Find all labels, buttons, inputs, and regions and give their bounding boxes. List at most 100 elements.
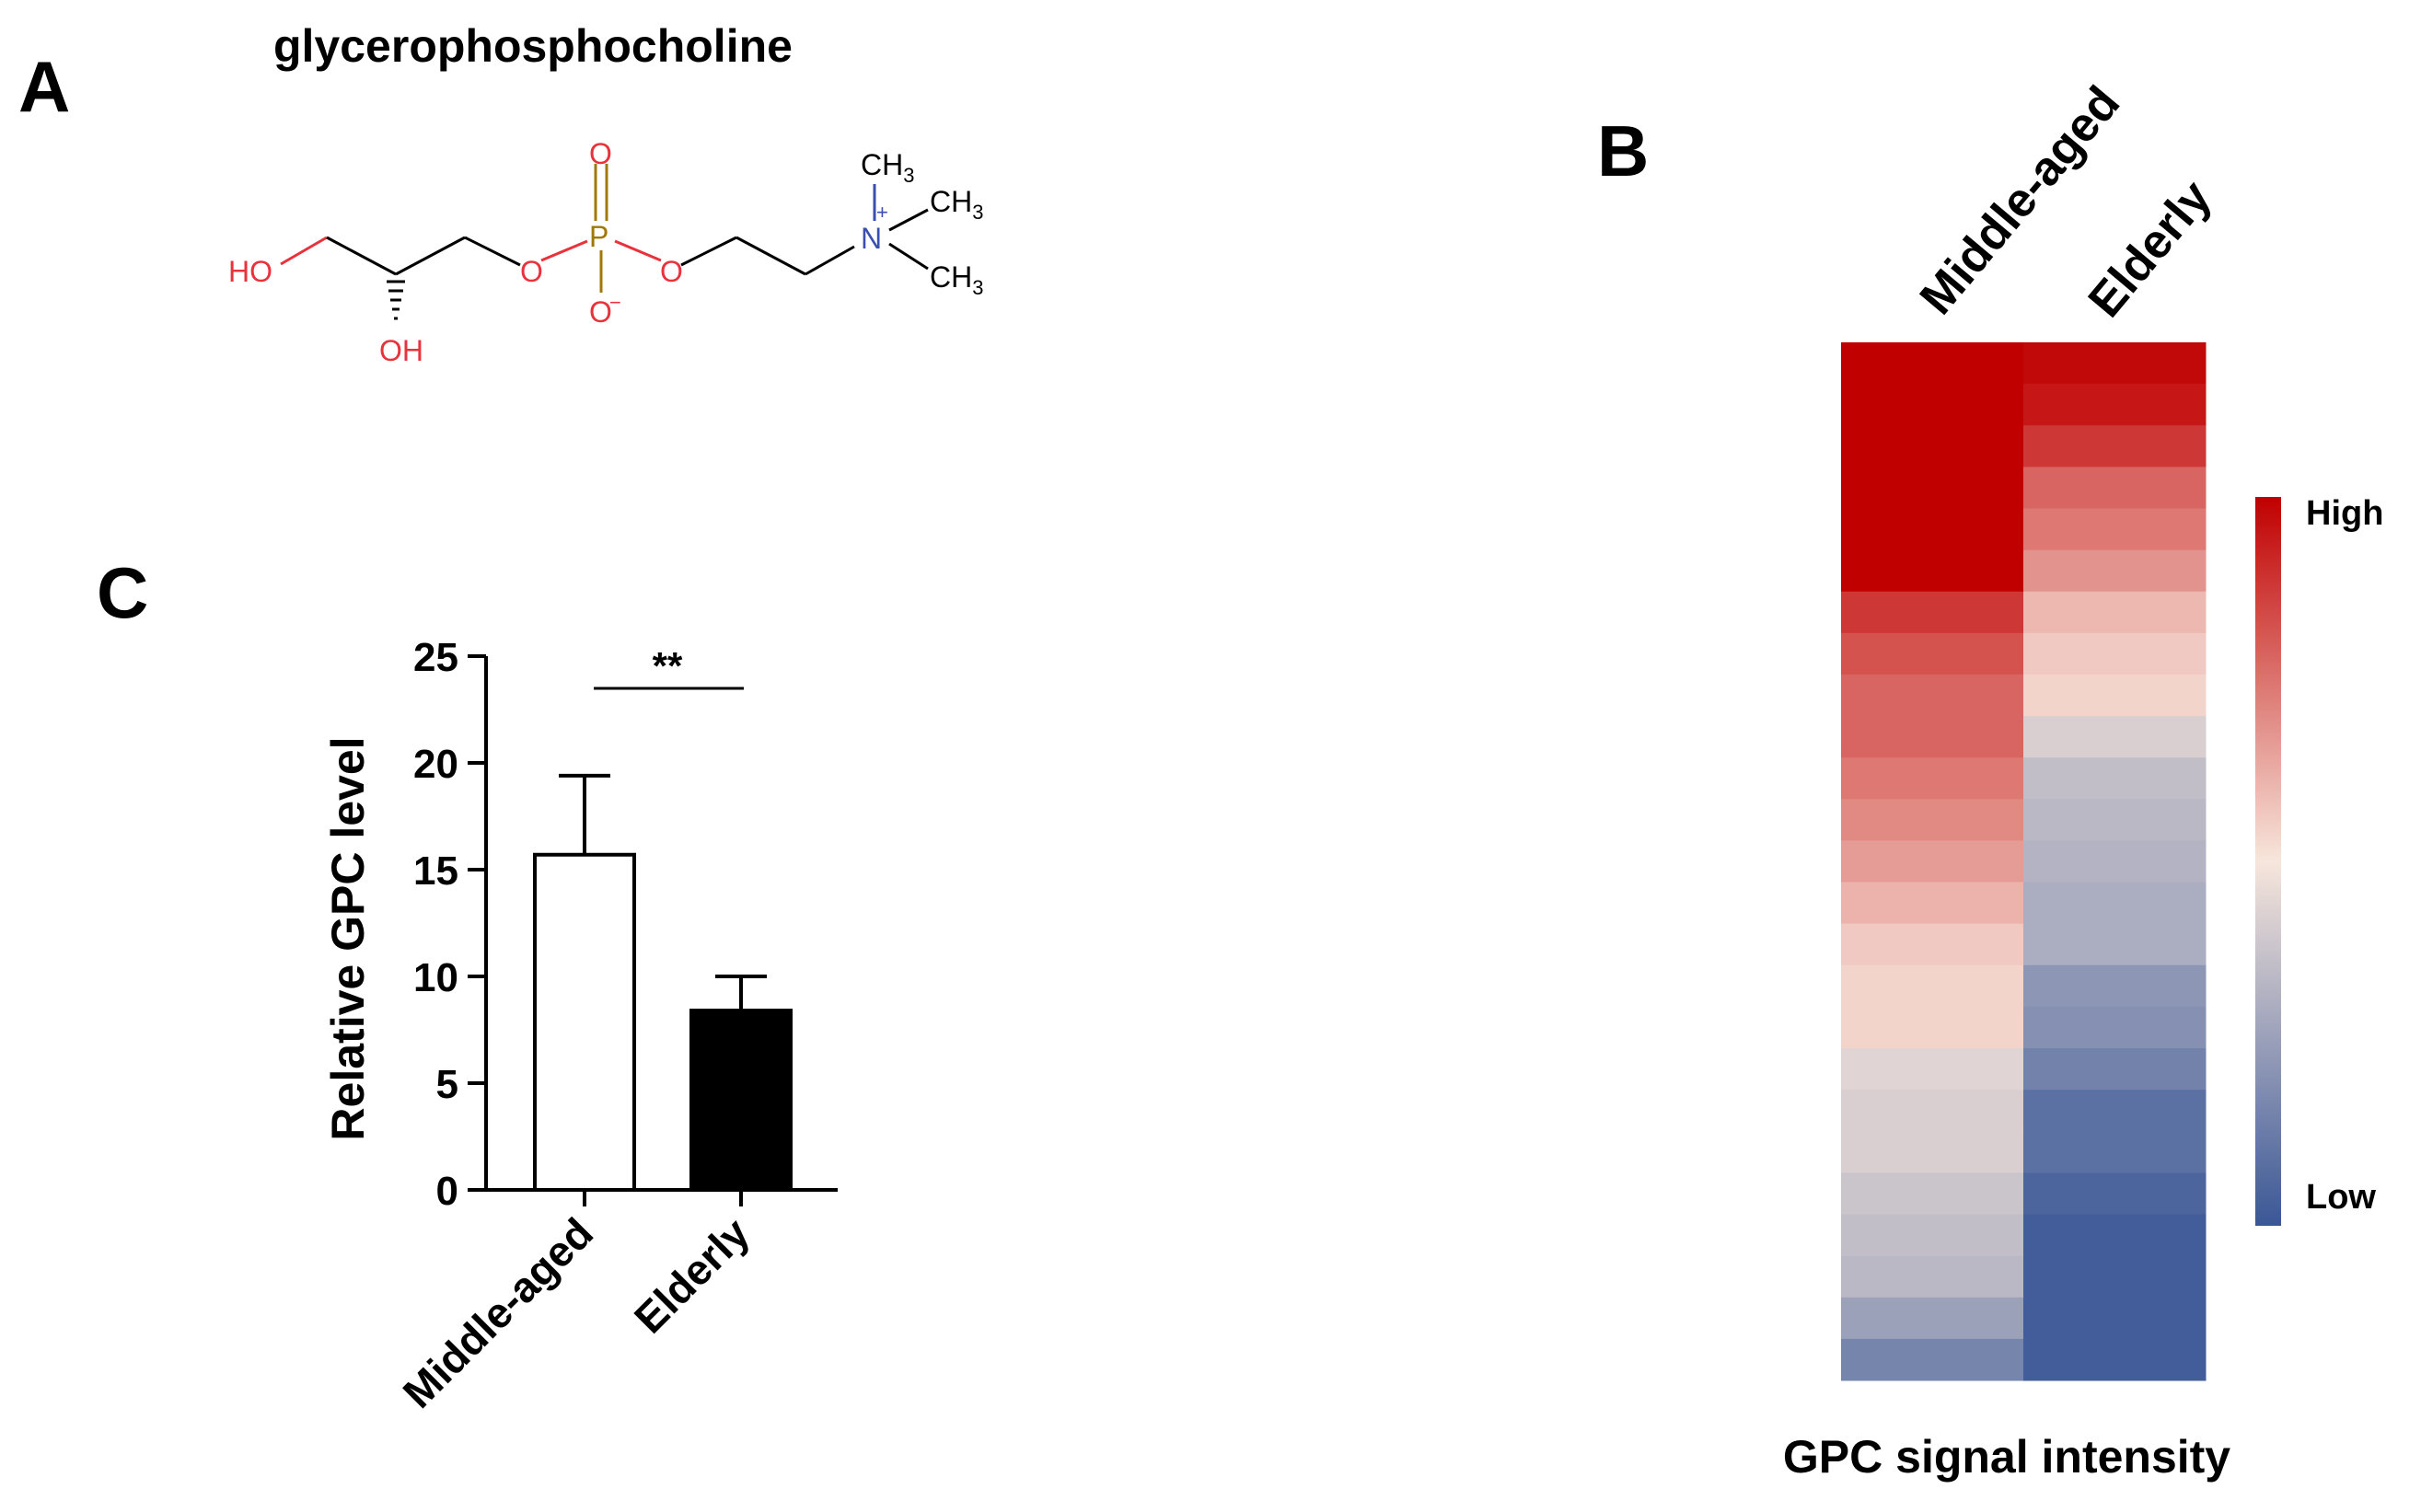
atom-plus: + [876, 201, 888, 224]
atom-ch3-top: CH3 [861, 148, 914, 187]
heatmap-cell [1841, 549, 2024, 593]
heatmap-cell [1841, 964, 2024, 1008]
bond-c5-n [805, 245, 855, 276]
bond-c1-c2 [326, 236, 397, 276]
atom-o-double: O [589, 137, 612, 170]
heatmap-cell [2023, 591, 2207, 634]
heatmap-chart: Middle-aged Elderly High Low GPC signal … [1783, 76, 2384, 1483]
bond-o-p-a [540, 239, 588, 262]
bond-n-ch3-bot [888, 242, 929, 271]
atom-o-ester1: O [520, 255, 543, 288]
molecule-name: glycerophosphocholine [273, 20, 793, 72]
heatmap-cell [1841, 467, 2024, 509]
atom-oh: OH [379, 334, 423, 367]
bar-chart-marks [533, 687, 793, 1192]
heatmap-cell [2023, 1090, 2207, 1132]
heatmap-cell [1841, 1006, 2024, 1049]
bar-middle-aged [533, 852, 636, 1192]
heatmap-cell [1841, 1048, 2024, 1091]
heatmap-cell [1841, 716, 2024, 758]
heatmap-cell [2023, 1214, 2207, 1257]
heatmap-cell [2023, 1006, 2207, 1049]
heatmap-cell [1841, 508, 2024, 551]
heatmap-cell [2023, 716, 2207, 758]
heatmap-cell [1841, 1297, 2024, 1340]
heatmap-cell [1841, 425, 2024, 467]
significance-label: ** [653, 644, 683, 687]
heatmap-cell [1841, 1255, 2024, 1298]
heatmap-cell [2023, 384, 2207, 426]
heatmap-cell [1841, 342, 2024, 385]
heatmap-cell [1841, 591, 2024, 634]
bond-ho-c1 [280, 236, 328, 266]
heatmap-cell [1841, 840, 2024, 883]
heatmap-cell [2023, 1172, 2207, 1216]
heatmap-cell [1841, 1338, 2024, 1381]
bar-y-axis-label: Relative GPC level [322, 736, 374, 1140]
heatmap-colorbar [2255, 497, 2281, 1226]
atom-minus: − [609, 291, 621, 314]
bond-o2-c4 [680, 236, 737, 267]
heatmap-cell [2023, 799, 2207, 841]
panel-label-b: B [1597, 110, 1650, 191]
heatmap-cell [2023, 425, 2207, 467]
bond-c2-c3 [395, 236, 466, 276]
heatmap-cell [2023, 1131, 2207, 1173]
heatmap-cell [2023, 1255, 2207, 1298]
atom-p: P [589, 220, 608, 253]
bond-p-o2 [614, 239, 662, 262]
heatmap-cell [1841, 1131, 2024, 1173]
x-tick-label-middle-aged: Middle-aged [394, 1208, 603, 1417]
heatmap-cell [1841, 1090, 2024, 1132]
heatmap-cell [2023, 757, 2207, 800]
heatmap-cell [2023, 674, 2207, 717]
y-tick-label: 20 [413, 742, 458, 787]
heatmap-cell [1841, 1214, 2024, 1257]
heatmap-cell [2023, 342, 2207, 385]
atom-ch3-mid: CH3 [930, 185, 983, 224]
heatmap-cell [1841, 632, 2024, 675]
bond-c3-o [464, 236, 521, 267]
heatmap-cells [1841, 342, 2207, 1381]
y-tick-label: 10 [413, 955, 458, 1000]
heatmap-cell [2023, 923, 2207, 966]
x-tick-label-elderly: Elderly [625, 1208, 759, 1343]
heatmap-cell [1841, 799, 2024, 841]
heatmap-cell [2023, 467, 2207, 509]
bond-c4-c5 [736, 236, 806, 276]
heatmap-cell [1841, 757, 2024, 800]
heatmap-cell [1841, 923, 2024, 966]
heatmap-cell [1841, 1172, 2024, 1216]
heatmap-cell [2023, 1048, 2207, 1091]
heatmap-cell [1841, 882, 2024, 925]
heatmap-cell [2023, 964, 2207, 1008]
heatmap-cell [2023, 1338, 2207, 1381]
panel-label-a: A [18, 46, 71, 127]
y-tick-label: 15 [413, 848, 458, 894]
atom-n: N [861, 222, 882, 255]
heatmap-cell [2023, 840, 2207, 883]
atom-o-minus: O [589, 295, 612, 329]
heatmap-cell [2023, 632, 2207, 675]
heatmap-cell [1841, 384, 2024, 426]
y-tick-label: 25 [413, 635, 458, 680]
bar-elderly [689, 1009, 793, 1192]
heatmap-cell [2023, 1297, 2207, 1340]
bar-chart: 0 5 10 15 20 25 Middle-aged Elderly Relative GP… [322, 635, 838, 1417]
heatmap-cell [1841, 674, 2024, 717]
colorbar-high-label: High [2306, 494, 2383, 533]
molecule-structure: HO OH O P O O − O N + CH3 CH3 CH3 [228, 137, 983, 367]
heatmap-cell [2023, 882, 2207, 925]
heatmap-cell [2023, 508, 2207, 551]
panel-label-c: C [97, 552, 149, 633]
y-tick-label: 0 [436, 1169, 458, 1214]
y-tick-label: 5 [436, 1062, 458, 1107]
atom-o-ester2: O [660, 255, 683, 288]
molecule-atoms: HO OH O P O O − O N + CH3 CH3 CH3 [228, 137, 983, 367]
molecule-bonds [280, 164, 929, 293]
heatmap-cell [2023, 549, 2207, 593]
heatmap-x-label: GPC signal intensity [1783, 1431, 2230, 1483]
atom-ho: HO [228, 255, 272, 288]
heatmap-col-label-elderly: Elderly [2079, 171, 2222, 328]
colorbar-low-label: Low [2306, 1178, 2376, 1217]
